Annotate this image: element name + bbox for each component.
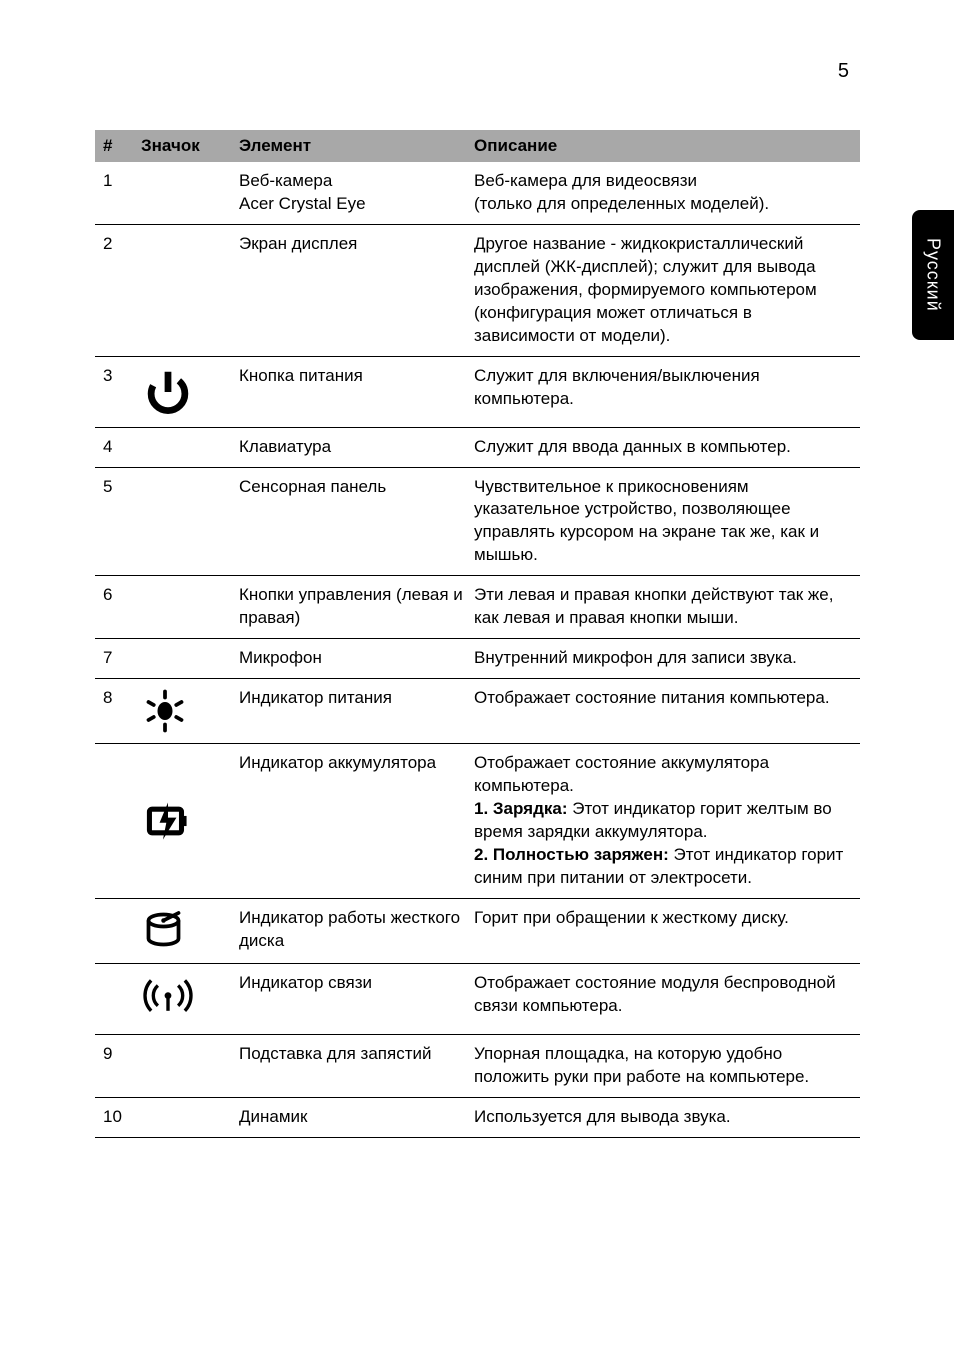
row-elem: Сенсорная панель	[235, 468, 470, 576]
row-icon	[137, 468, 235, 576]
table-row: 8 Индикатор питания Отображает состояние…	[95, 679, 860, 744]
row-icon	[137, 428, 235, 467]
language-tab-text: Русский	[923, 238, 944, 312]
row-elem: Индикатор связи	[235, 964, 470, 1034]
table-row: Индикатор связи Отображает состояние мод…	[95, 964, 860, 1035]
header-num: #	[95, 130, 137, 162]
row-elem: Индикатор питания	[235, 679, 470, 743]
row-desc: Эти левая и правая кнопки действуют так …	[470, 576, 860, 638]
header-icon: Значок	[137, 130, 235, 162]
header-desc: Описание	[470, 130, 860, 162]
page-number: 5	[838, 60, 849, 83]
table-row: 9 Подставка для запястий Упорная площадк…	[95, 1035, 860, 1098]
table: # Значок Элемент Описание 1 Веб-камера A…	[95, 130, 860, 1138]
table-row: 3 Кнопка питания Служит для включения/вы…	[95, 357, 860, 428]
row-num	[95, 899, 137, 963]
row-desc: Горит при обращении к жесткому диску.	[470, 899, 860, 963]
row-icon	[137, 225, 235, 356]
row-icon	[137, 162, 235, 224]
row-num: 2	[95, 225, 137, 356]
header-elem: Элемент	[235, 130, 470, 162]
battery-icon	[137, 744, 235, 898]
table-row: Индикатор работы жесткого диска Горит пр…	[95, 899, 860, 964]
row-desc: Другое название - жидкокристаллический д…	[470, 225, 860, 356]
desc-pre: Отображает состояние аккумулятора компью…	[474, 753, 769, 795]
row-icon	[137, 576, 235, 638]
row-elem: Микрофон	[235, 639, 470, 678]
row-elem: Экран дисплея	[235, 225, 470, 356]
table-row: 5 Сенсорная панель Чувствительное к прик…	[95, 468, 860, 577]
row-desc: Внутренний микрофон для записи звука.	[470, 639, 860, 678]
row-num: 1	[95, 162, 137, 224]
row-elem: Веб-камера Acer Crystal Eye	[235, 162, 470, 224]
row-desc: Отображает состояние питания компьютера.	[470, 679, 860, 743]
table-row: 10 Динамик Используется для вывода звука…	[95, 1098, 860, 1138]
row-num: 7	[95, 639, 137, 678]
table-row: 2 Экран дисплея Другое название - жидкок…	[95, 225, 860, 357]
row-desc: Чувствительное к прикосновениям указател…	[470, 468, 860, 576]
row-num: 3	[95, 357, 137, 427]
row-desc: Используется для вывода звука.	[470, 1098, 860, 1137]
table-header: # Значок Элемент Описание	[95, 130, 860, 162]
row-elem: Индикатор работы жесткого диска	[235, 899, 470, 963]
row-num: 5	[95, 468, 137, 576]
row-num: 4	[95, 428, 137, 467]
row-desc: Отображает состояние аккумулятора компью…	[470, 744, 860, 898]
row-elem: Динамик	[235, 1098, 470, 1137]
hdd-icon	[137, 899, 235, 963]
row-num	[95, 964, 137, 1034]
table-row: 4 Клавиатура Служит для ввода данных в к…	[95, 428, 860, 468]
row-elem: Клавиатура	[235, 428, 470, 467]
row-icon	[137, 639, 235, 678]
row-desc: Отображает состояние модуля беспроводной…	[470, 964, 860, 1034]
table-row: Индикатор аккумулятора Отображает состоя…	[95, 744, 860, 899]
language-tab: Русский	[912, 210, 954, 340]
brightness-icon	[137, 679, 235, 743]
table-row: 6 Кнопки управления (левая и правая) Эти…	[95, 576, 860, 639]
row-desc: Упорная площадка, на которую удобно поло…	[470, 1035, 860, 1097]
row-num: 8	[95, 679, 137, 743]
desc-b1: 1. Зарядка:	[474, 799, 568, 818]
row-desc: Служит для ввода данных в компьютер.	[470, 428, 860, 467]
row-icon	[137, 1098, 235, 1137]
row-num	[95, 744, 137, 898]
desc-b2: 2. Полностью заряжен:	[474, 845, 669, 864]
row-elem: Кнопки управления (левая и правая)	[235, 576, 470, 638]
row-icon	[137, 1035, 235, 1097]
table-row: 7 Микрофон Внутренний микрофон для запис…	[95, 639, 860, 679]
row-elem: Подставка для запястий	[235, 1035, 470, 1097]
table-row: 1 Веб-камера Acer Crystal Eye Веб-камера…	[95, 162, 860, 225]
wireless-icon	[137, 964, 235, 1034]
row-elem: Индикатор аккумулятора	[235, 744, 470, 898]
row-elem: Кнопка питания	[235, 357, 470, 427]
row-desc: Служит для включения/выключения компьюте…	[470, 357, 860, 427]
row-desc: Веб-камера для видеосвязи (только для оп…	[470, 162, 860, 224]
row-num: 9	[95, 1035, 137, 1097]
power-icon	[137, 357, 235, 427]
row-num: 10	[95, 1098, 137, 1137]
row-num: 6	[95, 576, 137, 638]
